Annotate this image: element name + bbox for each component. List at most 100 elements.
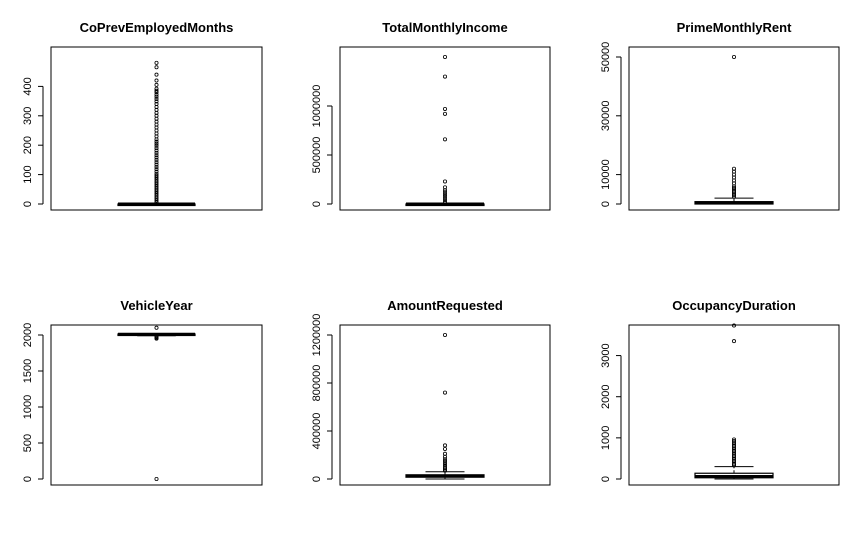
y-tick-label: 2000 — [600, 384, 612, 408]
plot-frame — [339, 46, 551, 211]
panel-3: PrimeMonthlyRent 0 10000 30000 50000 — [600, 20, 840, 211]
outlier-point — [442, 454, 447, 459]
y-tick-label: 0 — [22, 476, 34, 482]
panel-6: OccupancyDuration 0 1000 2000 3000 — [600, 298, 840, 486]
outlier-point — [154, 198, 159, 203]
outlier-point — [154, 99, 159, 104]
y-tick-label: 30000 — [600, 101, 612, 132]
y-tick-label: 1200000 — [311, 314, 323, 357]
y-tick-label: 0 — [311, 201, 323, 207]
outlier-point — [154, 325, 159, 330]
outlier-point — [154, 141, 159, 146]
outlier-point — [154, 143, 159, 148]
outlier-point — [154, 148, 159, 153]
plot-frame — [628, 324, 840, 486]
y-tick-label: 0 — [22, 201, 34, 207]
panel-title: TotalMonthlyIncome — [382, 20, 507, 35]
outlier-point — [154, 82, 159, 87]
panel-title: VehicleYear — [120, 298, 192, 313]
plot-frame — [339, 324, 551, 486]
outlier-point — [442, 179, 447, 184]
outlier-point — [154, 153, 159, 158]
y-tick-label: 50000 — [600, 42, 612, 73]
outlier-point — [154, 92, 159, 97]
outlier-point — [154, 155, 159, 160]
outlier-point — [442, 467, 447, 472]
outlier-point — [442, 194, 447, 199]
outlier-point — [442, 74, 447, 79]
outlier-point — [154, 97, 159, 102]
panel-2: TotalMonthlyIncome 0 500000 1000000 — [311, 20, 551, 211]
panel-title: AmountRequested — [387, 298, 503, 313]
outlier-point — [154, 65, 159, 70]
outlier-point — [442, 200, 447, 205]
outlier-point — [154, 150, 159, 155]
y-tick-label: 0 — [311, 476, 323, 482]
y-tick-label: 1500 — [22, 359, 34, 383]
y-tick-label: 200 — [22, 136, 34, 154]
panel-4: VehicleYear 0 500 1000 1500 2000 — [22, 298, 263, 486]
outlier-point — [732, 323, 737, 328]
panel-1: CoPrevEmployedMonths 0 100 200 300 400 — [22, 20, 263, 211]
outlier-point — [442, 443, 447, 448]
plot-frame — [628, 46, 840, 211]
y-tick-label: 2000 — [22, 323, 34, 347]
y-tick-label: 800000 — [311, 365, 323, 402]
outlier-point — [154, 157, 159, 162]
outlier-point — [154, 94, 159, 99]
panel-title: PrimeMonthlyRent — [677, 20, 793, 35]
outlier-point — [442, 137, 447, 142]
outlier-point — [442, 55, 447, 60]
outlier-point — [442, 196, 447, 201]
outlier-point — [442, 192, 447, 197]
panel-5: AmountRequested 0 400000 800000 1200000 — [311, 298, 551, 486]
y-tick-label: 0 — [600, 201, 612, 207]
outlier-point — [442, 332, 447, 337]
outlier-point — [154, 164, 159, 169]
outlier-point — [442, 198, 447, 203]
outlier-point — [442, 468, 447, 473]
panel-title: CoPrevEmployedMonths — [80, 20, 234, 35]
y-tick-label: 1000 — [22, 395, 34, 419]
outlier-point — [154, 167, 159, 172]
plot-frame — [50, 46, 263, 211]
y-tick-label: 400 — [22, 77, 34, 95]
outlier-point — [154, 146, 159, 151]
outlier-point — [732, 463, 737, 468]
outlier-point — [732, 462, 737, 467]
outlier-point — [442, 190, 447, 195]
outlier-point — [154, 200, 159, 205]
outlier-point — [154, 336, 159, 341]
y-tick-label: 500000 — [311, 137, 323, 174]
y-tick-label: 10000 — [600, 159, 612, 190]
y-tick-label: 1000 — [600, 426, 612, 450]
outlier-point — [442, 465, 447, 470]
outlier-point — [154, 88, 159, 93]
outlier-point — [732, 55, 737, 60]
outlier-point — [442, 106, 447, 111]
outlier-point — [732, 193, 737, 198]
outlier-point — [154, 162, 159, 167]
y-tick-label: 400000 — [311, 413, 323, 450]
y-tick-label: 300 — [22, 107, 34, 125]
outlier-point — [732, 194, 737, 199]
outlier-point — [154, 90, 159, 95]
plot-frame — [50, 324, 263, 486]
y-tick-label: 1000000 — [311, 85, 323, 128]
outlier-point — [154, 60, 159, 65]
outlier-point — [154, 476, 159, 481]
y-tick-label: 500 — [22, 434, 34, 452]
y-tick-label: 3000 — [600, 343, 612, 367]
outlier-point — [442, 446, 447, 451]
panel-title: OccupancyDuration — [672, 298, 796, 313]
y-tick-label: 100 — [22, 165, 34, 183]
outlier-point — [154, 78, 159, 83]
outlier-point — [442, 390, 447, 395]
outlier-point — [154, 160, 159, 165]
outlier-point — [442, 111, 447, 116]
outlier-point — [154, 137, 159, 142]
outlier-point — [154, 72, 159, 77]
outlier-point — [154, 169, 159, 174]
